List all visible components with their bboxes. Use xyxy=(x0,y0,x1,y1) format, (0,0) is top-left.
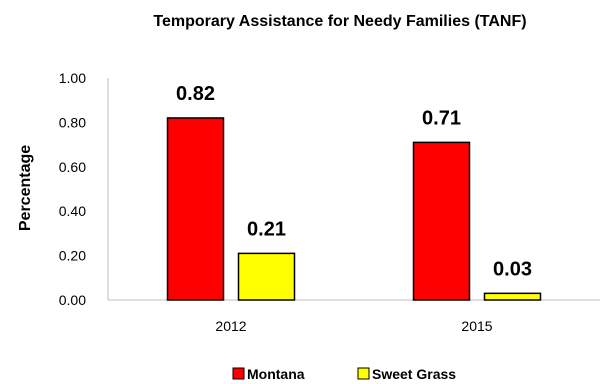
data-label: 0.82 xyxy=(176,83,215,105)
bar-sweet-grass-2015 xyxy=(483,292,542,301)
y-tick-label: 0.00 xyxy=(59,292,86,308)
chart-title: Temporary Assistance for Needy Families … xyxy=(153,13,526,30)
bars xyxy=(166,117,542,301)
y-axis-label: Percentage xyxy=(17,145,34,231)
y-tick-label: 0.60 xyxy=(59,159,86,175)
x-tick-label: 2015 xyxy=(461,318,492,334)
legend: Montana Sweet Grass xyxy=(232,366,456,382)
bar-sweet-grass-2012 xyxy=(237,252,296,301)
y-tick-label: 1.00 xyxy=(59,70,86,86)
legend-label: Montana xyxy=(247,366,305,382)
x-ticks: 2012 2015 xyxy=(215,318,492,334)
legend-swatch-montana xyxy=(232,367,245,380)
y-tick-label: 0.80 xyxy=(59,114,86,130)
legend-swatch-sweet-grass xyxy=(357,367,370,380)
y-tick-label: 0.40 xyxy=(59,203,86,219)
data-label: 0.03 xyxy=(493,258,532,280)
y-ticks: 0.00 0.20 0.40 0.60 0.80 1.00 xyxy=(59,70,86,308)
bar-montana-2015 xyxy=(412,141,471,301)
data-labels: 0.82 0.21 0.71 0.03 xyxy=(176,83,532,280)
data-label: 0.21 xyxy=(247,218,286,240)
bar-montana-2012 xyxy=(166,117,225,301)
data-label: 0.71 xyxy=(422,107,461,129)
y-tick-label: 0.20 xyxy=(59,248,86,264)
legend-label: Sweet Grass xyxy=(372,366,456,382)
x-tick-label: 2012 xyxy=(215,318,246,334)
